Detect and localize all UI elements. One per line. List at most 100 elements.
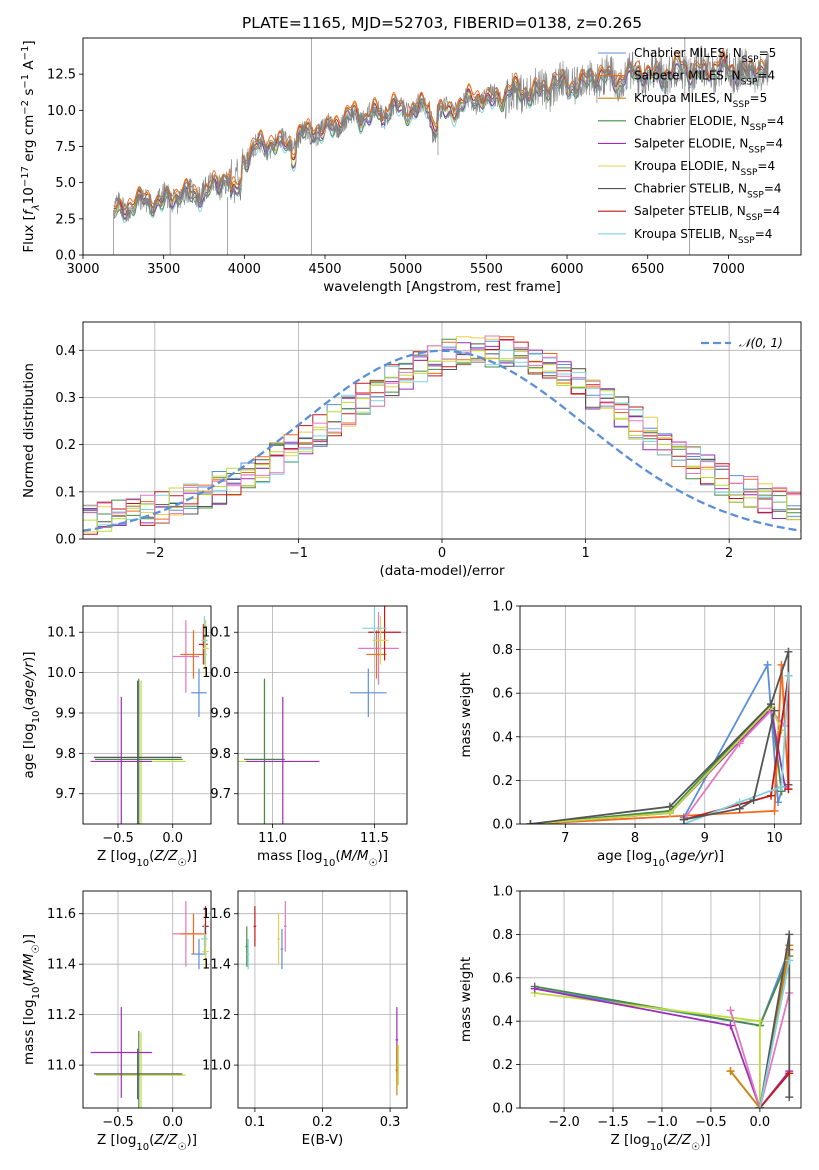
error-bar-point (246, 696, 320, 824)
residual-histogram (83, 335, 801, 524)
weight-marker (784, 785, 793, 794)
x-tick-label: −1.5 (597, 1115, 629, 1130)
weight-marker (735, 804, 744, 813)
weight-series-line (759, 1072, 790, 1108)
error-bar-point (172, 620, 199, 693)
plot-area (530, 930, 794, 1108)
y-tick-label: 1.0 (492, 600, 513, 615)
x-tick-label: −1.0 (646, 1115, 678, 1130)
error-bar-point (180, 913, 207, 955)
y-tick-label: 10.1 (47, 626, 76, 641)
error-bar-point (93, 680, 182, 824)
y-tick-label: 12.5 (47, 68, 76, 83)
weight-marker (785, 930, 794, 939)
x-tick-label: 2 (725, 546, 733, 561)
panel-mass-vs-ebv: 0.1 0.2 0.3 11.0 11.2 11.4 11.6 E(B-V) (202, 890, 408, 1148)
y-axis-label: mass weight (458, 957, 474, 1042)
weight-marker (726, 1021, 735, 1030)
x-tick-label: −2.0 (548, 1115, 580, 1130)
weight-marker (749, 796, 758, 805)
y-tick-label: 10.0 (47, 666, 76, 681)
weight-marker (767, 700, 776, 709)
y-tick-label: 9.7 (210, 787, 231, 802)
error-bar-point (244, 678, 285, 824)
x-tick-label: 4000 (228, 262, 261, 277)
error-bar-point (202, 620, 209, 677)
y-tick-label: 0.4 (55, 344, 76, 359)
error-bar-point (202, 933, 209, 970)
error-bar-point (368, 606, 401, 661)
y-tick-label: 0.2 (55, 438, 76, 453)
legend-label: Salpeter ELODIE, NSSP=4 (634, 136, 783, 155)
x-tick-label: 1 (581, 546, 589, 561)
plot-area (526, 647, 793, 824)
y-axis-label: mass [log10(M/M☉)] (21, 934, 42, 1065)
panel-residuals: −2 −1 0 1 2 0.0 0.1 0.2 0.3 0.4 (data-model)/error… (21, 321, 802, 579)
legend-label: Chabrier MILES, NSSP=5 (634, 46, 776, 65)
legend-label: Chabrier STELIB, NSSP=4 (634, 182, 782, 201)
weight-marker (784, 671, 793, 680)
weight-series-line (683, 661, 783, 818)
weight-marker (679, 815, 688, 824)
error-bar-point (283, 901, 287, 952)
x-axis-label: E(B-V) (302, 1132, 344, 1148)
x-tick-label: −0.5 (102, 831, 134, 846)
y-tick-label: 0.6 (492, 687, 513, 702)
axes-frame (82, 890, 212, 1109)
x-tick-label: 0 (438, 546, 446, 561)
data-spectrum-line (113, 45, 769, 222)
y-tick-label: 0.2 (492, 774, 513, 789)
axes-frame (237, 890, 408, 1109)
x-axis-label: wavelength [Angstrom, rest frame] (323, 279, 561, 295)
axes-frame (82, 605, 212, 825)
y-tick-label: 0.2 (492, 1058, 513, 1073)
axes-frame (237, 605, 408, 825)
x-tick-label: 0.0 (750, 1115, 771, 1130)
x-tick-label: 5500 (470, 262, 503, 277)
plot-area (90, 901, 209, 1108)
weight-marker (755, 1104, 764, 1108)
x-tick-label: 4500 (308, 262, 341, 277)
x-tick-label: 7 (561, 831, 569, 846)
plot-area (113, 38, 769, 255)
x-tick-label: 0.0 (162, 831, 183, 846)
x-tick-label: −1 (289, 546, 308, 561)
y-tick-label: 9.7 (55, 787, 76, 802)
y-tick-label: 0.3 (55, 391, 76, 406)
legend-label: Salpeter MILES, NSSP=4 (634, 69, 775, 88)
y-tick-label: 5.0 (55, 176, 76, 191)
error-bar-point (191, 668, 207, 718)
error-bar-point (362, 608, 387, 649)
x-axis-label: (data-model)/error (379, 563, 505, 579)
error-bar-point (246, 938, 250, 970)
weight-marker (785, 956, 794, 965)
x-tick-label: 6500 (631, 262, 664, 277)
weight-marker (767, 791, 776, 800)
weight-marker (726, 1067, 735, 1076)
y-axis-label: Flux [fλ10−17 erg cm−2 s−1 A−1] (20, 40, 42, 252)
weight-marker (763, 660, 772, 669)
y-tick-label: 2.5 (55, 212, 76, 227)
axes-frame (82, 37, 802, 256)
x-tick-label: 11.0 (258, 831, 287, 846)
weight-series-line (530, 704, 783, 824)
y-tick-label: 10.0 (202, 666, 231, 681)
weight-marker (665, 802, 674, 811)
y-tick-label: 11.0 (202, 1059, 231, 1074)
error-bar-point (93, 1048, 182, 1100)
y-tick-label: 0.6 (492, 971, 513, 986)
y-tick-label: 0.8 (492, 643, 513, 658)
x-tick-label: 5000 (389, 262, 422, 277)
weight-series-line (729, 945, 791, 1108)
error-bar-point (280, 928, 284, 970)
y-tick-label: 10.1 (202, 626, 231, 641)
y-tick-label: 0.1 (55, 485, 76, 500)
panel-weight-vs-z: −2.0 −1.5 −1.0 −0.5 0.0 0.0 0.2 0.4 0.6 0.8 1.0 Z [… (458, 885, 802, 1153)
y-tick-label: 9.9 (210, 706, 231, 721)
weight-series-line (683, 675, 790, 824)
panel-age-vs-mass: 11.0 11.5 9.7 9.8 9.9 10.0 10.1 mass [log10(M/M… (202, 605, 408, 869)
panel-age-vs-z: −0.5 0.0 9.7 9.8 9.9 10.0 10.1 Z [log10(Z/Z☉)] a… (21, 605, 212, 869)
x-tick-label: 0.3 (380, 1115, 401, 1130)
x-tick-label: 3000 (66, 262, 99, 277)
weight-marker (530, 984, 539, 993)
